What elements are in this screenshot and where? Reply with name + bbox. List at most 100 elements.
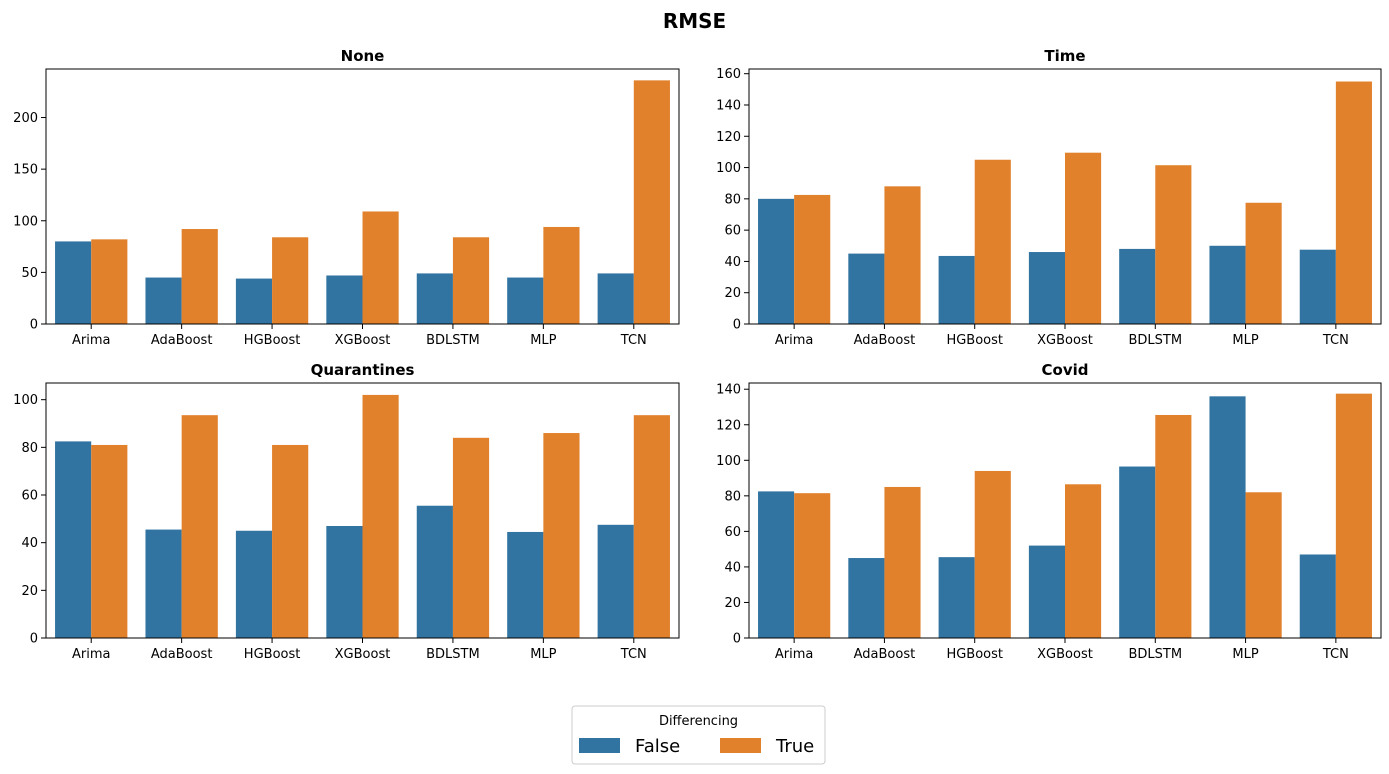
legend-swatch-false [579,738,620,753]
legend-title: Differencing [659,714,738,729]
x-tick-label: MLP [1232,647,1258,662]
bar-true-xgboost [1065,484,1102,638]
y-tick-label: 0 [733,632,741,647]
bar-true-bdlstm [1155,165,1192,324]
bar-true-arima [794,493,831,638]
y-tick-label: 60 [21,489,38,504]
y-tick-label: 140 [716,383,741,398]
bar-false-hgboost [938,255,975,324]
bar-false-hgboost [938,557,975,638]
bar-true-xgboost [362,394,399,638]
bar-true-mlp [1245,492,1282,638]
bar-true-bdlstm [1155,414,1192,638]
bar-true-hgboost [272,237,309,324]
bar-true-hgboost [974,470,1011,638]
bar-false-arima [758,198,795,324]
x-tick-label: HGBoost [946,647,1003,662]
bar-true-tcn [633,415,670,638]
plot-frame [45,68,680,325]
bar-false-adaboost [145,529,182,638]
x-tick-label: HGBoost [244,333,301,348]
x-tick-label: Arima [72,333,110,348]
bar-false-xgboost [1028,545,1065,638]
bar-true-arima [91,444,128,638]
subplot-none: None 0 50 100 150 200 Arima AdaBoost HGBoost XGBo… [13,47,680,348]
y-tick-label: 140 [716,98,741,113]
y-tick-label: 40 [724,560,741,575]
y-tick-label: 0 [30,318,38,333]
bar-true-xgboost [362,211,399,324]
x-tick-label: TCN [620,333,647,348]
legend-label-true: True [775,736,814,757]
subplot-quarantines: Quarantines 0 20 40 60 80 100 Arima AdaBoost HGBo… [13,361,680,662]
x-tick-label: XGBoost [335,333,391,348]
bar-true-arima [794,194,831,324]
bar-false-xgboost [1028,252,1065,324]
x-tick-label: MLP [530,333,556,348]
bar-false-mlp [507,277,544,324]
x-tick-label: Arima [775,333,813,348]
bar-false-hgboost [235,278,273,324]
subplot-time: Time 0 20 40 60 80 100 120 140 160 Arima AdaBoost HG… [716,47,1382,348]
bar-false-adaboost [145,277,182,324]
y-tick-label: 100 [716,454,741,469]
x-tick-label: BDLSTM [426,333,480,348]
y-tick-label: 40 [21,536,38,551]
bar-true-adaboost [181,229,218,324]
bar-true-bdlstm [452,437,490,638]
x-tick-label: XGBoost [1037,333,1093,348]
bar-false-tcn [1299,554,1336,638]
x-tick-label: TCN [620,647,647,662]
y-tick-label: 40 [724,255,741,270]
x-tick-label: BDLSTM [426,647,480,662]
y-tick-label: 20 [724,286,741,301]
bar-false-tcn [597,524,634,638]
y-tick-label: 120 [716,418,741,433]
legend: Differencing False True [571,705,826,765]
x-tick-label: MLP [1232,333,1258,348]
y-tick-label: 60 [724,525,741,540]
plot-frame [45,382,680,639]
y-tick-label: 150 [13,163,38,178]
x-tick-label: AdaBoost [151,647,213,662]
bar-false-adaboost [848,558,885,638]
y-tick-label: 20 [21,584,38,599]
y-tick-label: 0 [30,632,38,647]
x-tick-label: TCN [1322,333,1349,348]
x-tick-label: Arima [72,647,110,662]
bar-false-bdlstm [1119,466,1156,638]
bar-false-adaboost [848,253,885,324]
bar-false-arima [55,441,92,638]
y-tick-label: 120 [716,130,741,145]
bar-false-tcn [597,273,634,324]
legend-box [571,705,826,765]
x-tick-label: BDLSTM [1128,647,1182,662]
plot-frame [748,68,1382,325]
bar-false-bdlstm [416,505,453,638]
subplot-title-covid: Covid [1042,361,1089,379]
bar-true-mlp [543,226,580,324]
bar-false-xgboost [326,525,363,638]
subplot-title-none: None [341,47,385,65]
y-tick-label: 80 [724,489,741,504]
bar-false-arima [758,491,795,638]
x-tick-label: AdaBoost [854,333,916,348]
x-tick-label: HGBoost [244,647,301,662]
bar-true-mlp [543,433,580,638]
bar-true-xgboost [1065,152,1102,324]
bar-false-mlp [1209,245,1246,324]
y-tick-label: 100 [716,161,741,176]
y-tick-label: 100 [13,214,38,229]
x-tick-label: TCN [1322,647,1349,662]
x-tick-label: BDLSTM [1128,333,1182,348]
bar-true-adaboost [884,186,921,324]
x-tick-label: AdaBoost [151,333,213,348]
y-tick-label: 80 [724,192,741,207]
y-tick-label: 160 [716,67,741,82]
subplot-covid: Covid 0 20 40 60 80 100 120 140 Arima AdaBoost HGBo… [716,361,1382,662]
bar-false-bdlstm [416,273,453,324]
x-tick-label: XGBoost [1037,647,1093,662]
bar-true-hgboost [272,444,309,638]
y-tick-label: 200 [13,111,38,126]
